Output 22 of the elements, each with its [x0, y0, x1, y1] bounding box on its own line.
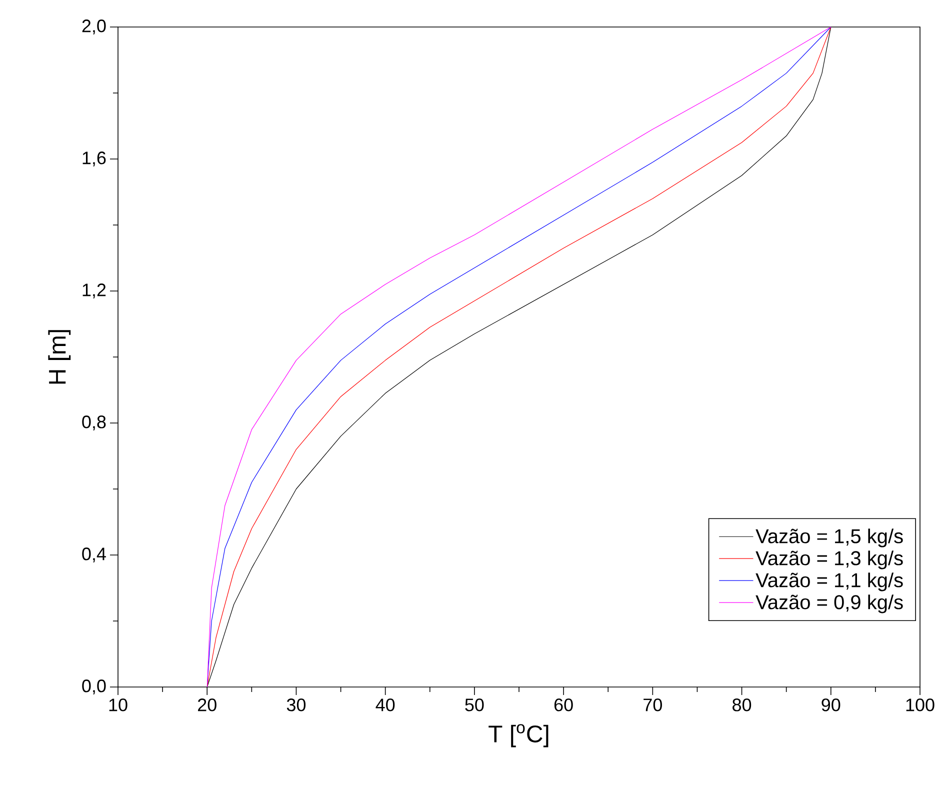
y-tick-label: 1,2 [82, 284, 106, 298]
y-tick-label: 0,8 [82, 416, 106, 430]
x-tick-label: 40 [376, 698, 395, 712]
x-tick-label: 100 [906, 698, 934, 712]
x-tick-label: 20 [198, 698, 216, 712]
y-axis-title: H [m] [48, 330, 71, 384]
legend-label: Vazão = 1,1 kg/s [756, 572, 903, 592]
legend-label: Vazão = 1,5 kg/s [756, 528, 903, 548]
x-axis-title: T [$^{o}$C] [488, 724, 548, 748]
x-tick-label: 30 [286, 698, 306, 712]
y-tick-label: 0,4 [82, 548, 106, 562]
x-tick-label: 70 [644, 698, 662, 712]
legend-label: Vazão = 0,9 kg/s [756, 594, 903, 614]
x-tick-label: 60 [554, 698, 573, 712]
x-tick-label: 10 [109, 698, 128, 712]
y-tick-label: 0,0 [82, 680, 106, 694]
y-tick-label: 1,6 [82, 152, 106, 166]
y-tick-label: 2,0 [82, 20, 106, 34]
x-tick-label: 50 [465, 698, 484, 712]
x-tick-label: 90 [822, 698, 840, 712]
legend-label: Vazão = 1,3 kg/s [756, 550, 903, 570]
x-tick-label: 80 [732, 698, 752, 712]
